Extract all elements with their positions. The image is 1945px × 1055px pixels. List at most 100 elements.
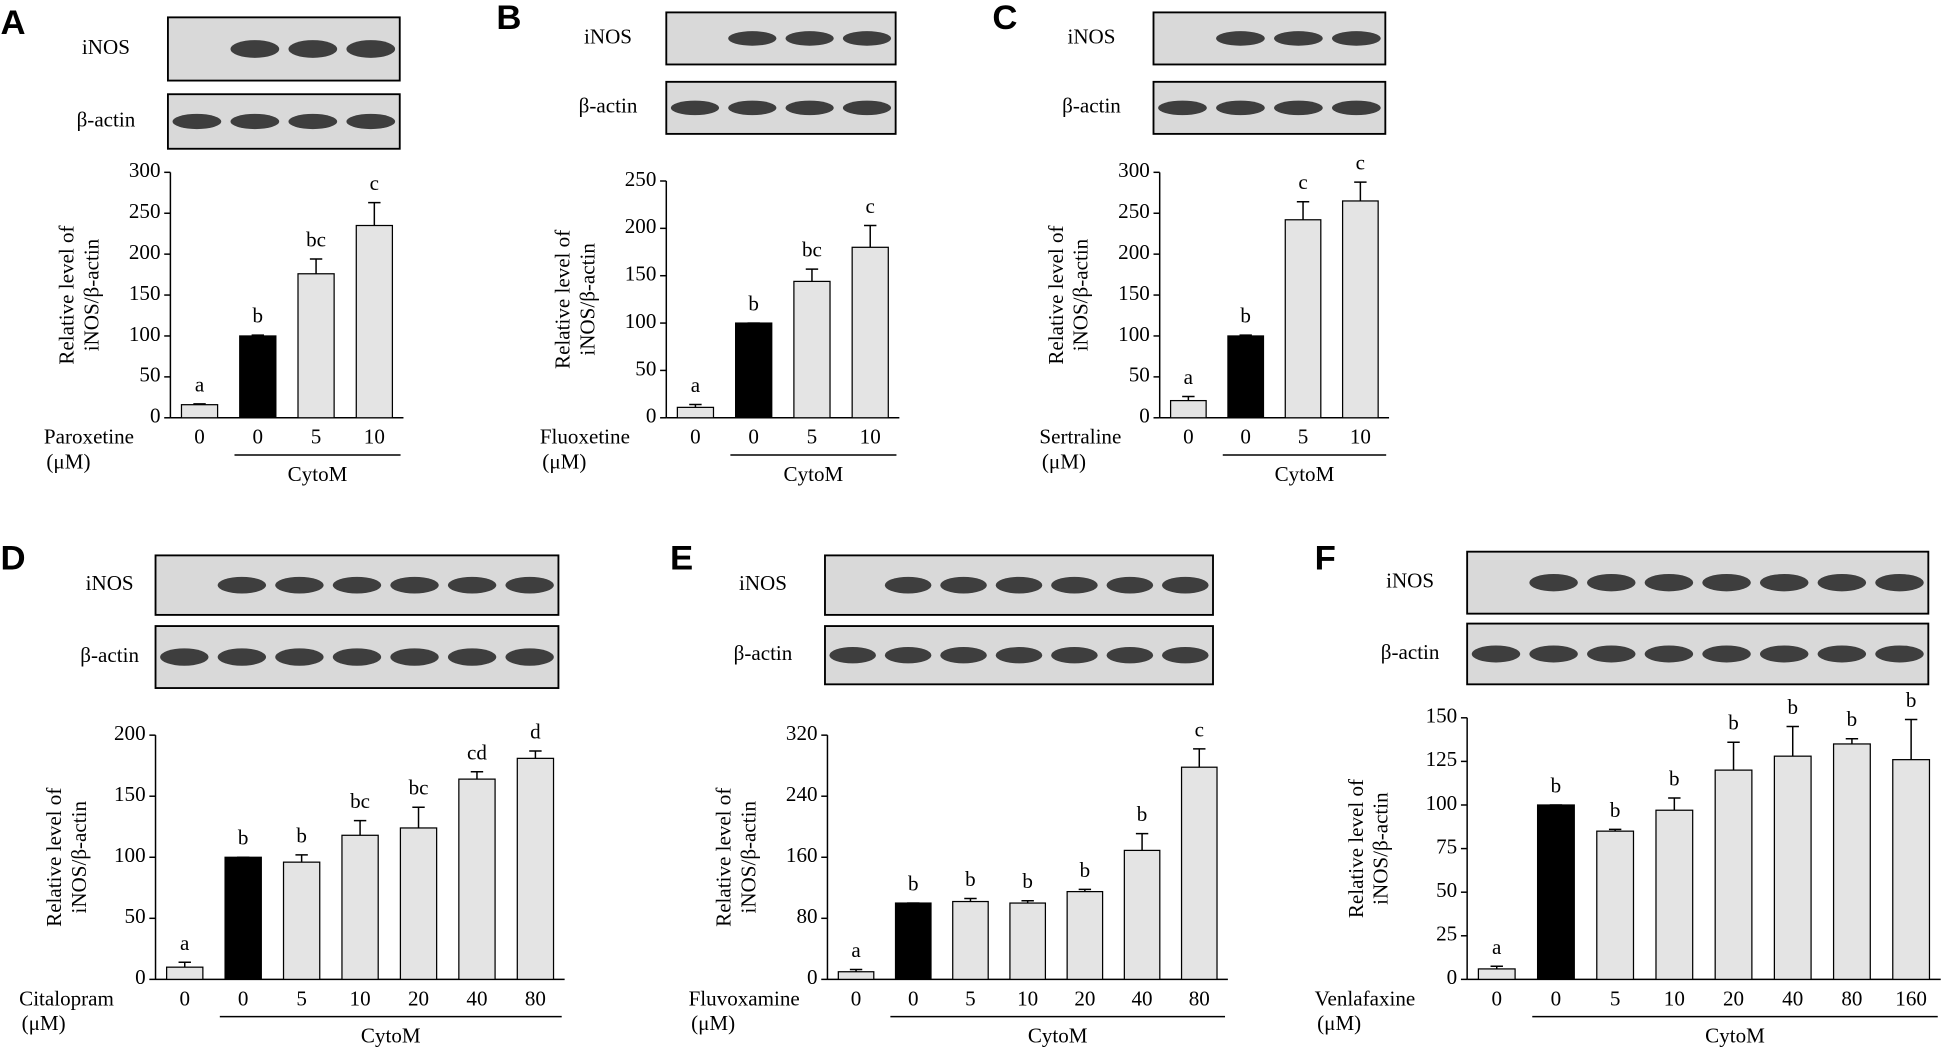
blot-band — [447, 576, 497, 594]
y-tick-label: 150 — [129, 281, 161, 305]
error-bar — [309, 258, 323, 274]
bar — [1284, 219, 1322, 419]
panel-letter: D — [1, 540, 26, 578]
x-tick-label: 0 — [748, 425, 759, 449]
x-tick-label: 20 — [1074, 986, 1095, 1010]
blot-band — [728, 100, 777, 116]
blot-band — [1106, 647, 1154, 664]
x-axis-label: Fluvoxamine — [689, 986, 800, 1010]
error-bar — [1078, 888, 1092, 892]
bar — [837, 971, 875, 980]
blot-band — [1702, 573, 1751, 592]
significance-letter: b — [748, 292, 759, 316]
significance-letter: b — [965, 867, 976, 891]
x-tick-label: 5 — [807, 425, 818, 449]
x-tick-label: 20 — [408, 986, 429, 1010]
blot-band — [1587, 573, 1636, 592]
bar — [224, 856, 262, 980]
y-axis-label: Relative level of — [42, 787, 66, 927]
blot-band — [1162, 647, 1209, 664]
bar — [166, 966, 204, 980]
y-tick-label: 0 — [150, 404, 161, 428]
y-axis-label: Relative level of — [1044, 224, 1068, 364]
x-axis-label: Paroxetine — [44, 425, 134, 449]
blot-band — [1274, 100, 1323, 116]
error-bar — [295, 854, 308, 863]
bar — [1169, 399, 1207, 419]
blot-band — [940, 647, 987, 664]
blot-band — [940, 576, 987, 594]
error-bar — [1239, 334, 1252, 336]
y-tick-label: 200 — [129, 240, 161, 264]
blot-band — [346, 40, 396, 58]
y-tick-label: 200 — [625, 214, 657, 238]
x-axis-unit: (μM) — [1042, 449, 1086, 473]
bar — [355, 224, 394, 419]
blot-band — [172, 113, 222, 130]
y-axis-label: iNOS/β-actin — [575, 243, 599, 356]
x-tick-label: 40 — [1782, 986, 1803, 1010]
blot-band — [230, 113, 280, 130]
blot-band — [1332, 31, 1381, 46]
y-tick-label: 150 — [1118, 281, 1150, 305]
error-bar — [849, 968, 863, 972]
x-tick-label: 5 — [311, 425, 322, 449]
blot-band — [217, 576, 267, 594]
x-axis-label: Venlafaxine — [1315, 986, 1416, 1010]
error-bar — [470, 771, 484, 780]
error-bar — [251, 334, 265, 336]
blot-band — [829, 647, 876, 664]
x-tick-label: 5 — [1298, 425, 1309, 449]
x-axis-unit: (μM) — [691, 1011, 735, 1035]
error-bar — [1490, 965, 1503, 969]
group-label: CytoM — [784, 462, 844, 486]
y-tick-label: 100 — [1426, 791, 1458, 815]
blot-band — [1817, 645, 1867, 663]
significance-letter: bc — [409, 776, 429, 800]
x-tick-label: 160 — [1895, 986, 1927, 1010]
blot-band — [1216, 100, 1265, 116]
panel-letter: E — [670, 540, 693, 578]
bar — [851, 246, 889, 419]
y-tick-label: 50 — [139, 363, 160, 387]
error-bar — [1668, 797, 1681, 811]
error-bar — [1845, 737, 1859, 744]
panel-letter: F — [1315, 540, 1336, 578]
blot-band — [1106, 576, 1154, 594]
bar — [1655, 809, 1694, 980]
y-tick-label: 75 — [1436, 834, 1457, 858]
blot-band — [275, 576, 324, 594]
y-tick-label: 300 — [1118, 158, 1150, 182]
bar — [239, 335, 277, 419]
y-axis-label: iNOS/β-actin — [1069, 238, 1093, 351]
blot-band — [1759, 573, 1809, 592]
significance-letter: c — [1298, 170, 1307, 194]
blot-band — [1158, 100, 1207, 116]
bar — [1066, 890, 1104, 980]
blot-band — [1644, 645, 1694, 663]
significance-letter: b — [1080, 858, 1091, 882]
blot-label: iNOS — [1386, 568, 1434, 592]
x-tick-label: 0 — [851, 986, 862, 1010]
y-axis-label: Relative level of — [1344, 778, 1368, 918]
x-tick-label: 0 — [238, 986, 249, 1010]
blot-band — [1587, 645, 1636, 663]
x-tick-label: 0 — [1491, 986, 1502, 1010]
error-bar — [1608, 828, 1622, 832]
y-axis-label: iNOS/β-actin — [736, 801, 760, 914]
blot-band — [275, 648, 324, 666]
error-bar — [1727, 741, 1740, 771]
y-tick-label: 320 — [786, 721, 818, 745]
significance-letter: b — [1610, 798, 1621, 822]
blot-band — [995, 647, 1043, 664]
x-axis-unit: (μM) — [542, 449, 586, 473]
significance-letter: b — [908, 872, 919, 896]
significance-letter: bc — [306, 228, 326, 252]
group-label: CytoM — [288, 462, 348, 486]
y-tick-label: 200 — [1118, 240, 1150, 264]
blot-band — [288, 40, 338, 58]
bar — [458, 778, 496, 980]
significance-letter: b — [1906, 688, 1917, 712]
y-tick-label: 250 — [625, 167, 657, 191]
